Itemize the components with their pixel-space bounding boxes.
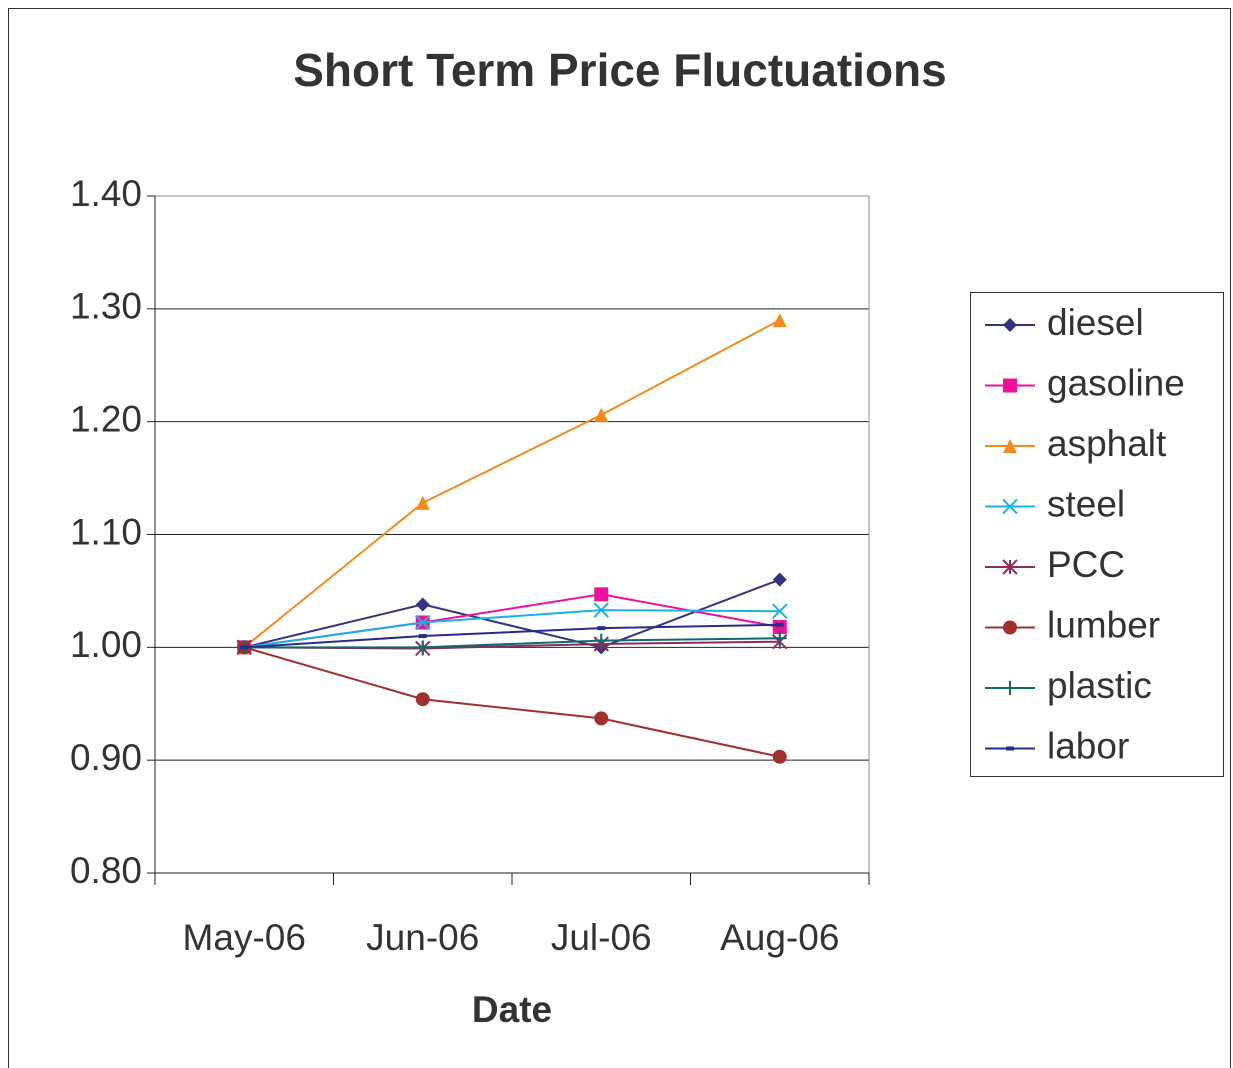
chart-title: Short Term Price Fluctuations	[293, 44, 946, 96]
legend-label: PCC	[1047, 544, 1125, 585]
data-point	[418, 634, 427, 639]
legend-marker	[1003, 318, 1017, 332]
data-point	[594, 587, 609, 602]
x-tick-label: May-06	[183, 917, 306, 958]
data-point	[594, 407, 609, 422]
y-tick-label: 0.90	[70, 737, 142, 778]
legend-label: lumber	[1047, 604, 1160, 645]
data-point	[772, 749, 787, 764]
y-tick-label: 1.40	[70, 173, 142, 214]
data-point	[594, 711, 609, 726]
x-tick-label: Jul-06	[551, 917, 652, 958]
legend-label: labor	[1047, 725, 1129, 766]
legend-marker	[1006, 746, 1014, 751]
y-tick-label: 1.10	[70, 511, 142, 552]
legend-label: asphalt	[1047, 423, 1167, 464]
data-point	[597, 626, 606, 631]
data-point	[593, 602, 609, 618]
y-tick-label: 1.20	[70, 398, 142, 439]
legend-label: diesel	[1047, 302, 1144, 343]
data-point	[772, 572, 787, 587]
data-point	[415, 495, 430, 510]
legend-marker	[1003, 439, 1017, 453]
series-line	[244, 637, 780, 649]
series-line	[244, 623, 780, 649]
legend-marker	[1003, 378, 1017, 393]
legend-marker	[1003, 620, 1017, 635]
series-line	[244, 609, 780, 649]
data-point	[240, 645, 249, 650]
x-axis-label: Date	[472, 989, 552, 1030]
y-tick-label: 1.00	[70, 624, 142, 665]
data-point	[772, 313, 787, 328]
data-point	[415, 614, 431, 631]
y-tick-label: 1.30	[70, 286, 142, 327]
legend-marker	[1003, 681, 1017, 695]
x-tick-label: Aug-06	[720, 917, 839, 958]
data-point	[415, 640, 430, 655]
x-tick-label: Jun-06	[366, 917, 479, 958]
legend-box	[970, 292, 1224, 777]
data-point	[772, 603, 788, 619]
legend-label: plastic	[1047, 665, 1152, 706]
data-point	[594, 633, 609, 648]
legend-label: gasoline	[1047, 362, 1185, 403]
data-point	[415, 597, 430, 612]
series-line	[243, 319, 781, 649]
series-line	[243, 646, 780, 758]
data-point	[775, 622, 784, 627]
data-point	[772, 631, 787, 646]
series-line	[244, 578, 781, 649]
y-tick-label: 0.80	[70, 850, 142, 891]
legend-marker	[1002, 559, 1018, 575]
legend-label: steel	[1047, 483, 1125, 524]
legend-marker	[1002, 498, 1018, 515]
data-point	[415, 692, 430, 707]
